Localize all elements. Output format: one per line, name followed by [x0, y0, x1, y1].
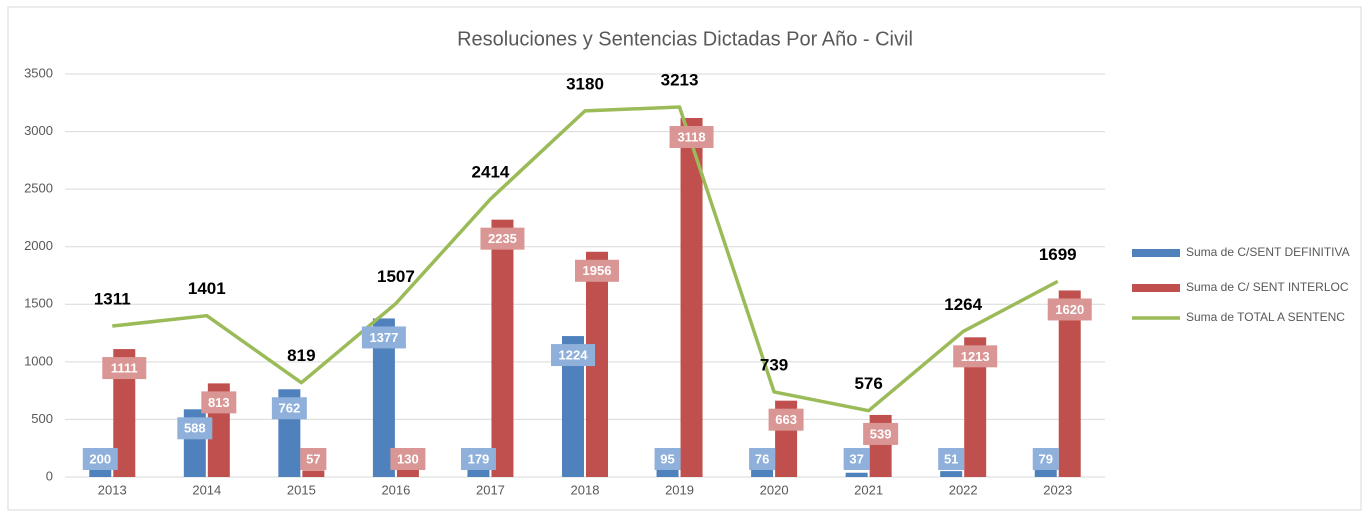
bar [845, 472, 868, 477]
value-label: 51 [944, 451, 958, 466]
bar [302, 470, 325, 477]
value-label: 1956 [583, 263, 612, 278]
value-label-bg [551, 344, 595, 367]
value-label-bg [654, 448, 681, 470]
bar [1034, 467, 1057, 477]
value-label-bg [863, 422, 899, 445]
y-tick-label: 1000 [24, 353, 53, 368]
value-label-bg [361, 326, 406, 349]
legend-swatch [1132, 284, 1180, 292]
value-label: 95 [660, 451, 674, 466]
value-label: 1377 [369, 330, 398, 345]
line-value-label: 1311 [94, 290, 131, 309]
value-label-bg [1032, 448, 1059, 470]
value-label-bg [102, 357, 147, 380]
line-series [112, 105, 1059, 413]
legend-swatch [1132, 249, 1180, 257]
value-label: 200 [89, 451, 111, 466]
value-label: 1620 [1055, 302, 1084, 317]
value-label: 813 [208, 395, 230, 410]
x-tick-label: 2013 [98, 482, 127, 497]
value-label: 3118 [677, 129, 705, 144]
value-label: 76 [755, 451, 769, 466]
x-tick-label: 2023 [1043, 482, 1072, 497]
value-label-bg [938, 448, 965, 470]
value-label-bg [575, 259, 619, 282]
x-tick-label: 2020 [760, 482, 789, 497]
line-value-label: 1264 [944, 295, 982, 314]
value-label: 762 [279, 401, 301, 416]
value-label: 663 [775, 412, 797, 427]
legend-label: Suma de TOTAL A SENTENC [1186, 310, 1345, 324]
value-label-bg [843, 448, 870, 470]
bar [656, 466, 679, 477]
line-value-label: 819 [287, 346, 315, 365]
value-label-bg [271, 397, 307, 420]
y-tick-label: 3000 [24, 123, 53, 138]
value-label-bg [749, 448, 776, 470]
value-label-bg [669, 125, 714, 148]
bar [113, 349, 136, 477]
value-label: 2235 [488, 231, 517, 246]
x-tick-label: 2017 [476, 482, 505, 497]
value-label-bg [460, 448, 496, 470]
bar [562, 336, 584, 477]
y-tick-label: 1500 [24, 296, 53, 311]
bar [940, 471, 963, 477]
value-label-bg [768, 408, 804, 431]
legend-label: Suma de C/ SENT INTERLOC [1186, 280, 1349, 294]
y-tick-label: 3500 [24, 65, 53, 80]
value-label: 79 [1038, 451, 1052, 466]
line-value-label: 1507 [377, 267, 415, 286]
value-label: 130 [397, 451, 419, 466]
bar [372, 318, 395, 477]
x-tick-label: 2014 [192, 482, 221, 497]
value-label-bg [201, 391, 237, 414]
line-value-label: 2414 [472, 163, 510, 182]
value-label: 1213 [961, 349, 990, 364]
value-label: 57 [306, 451, 320, 466]
line-value-label: 3180 [566, 74, 604, 93]
chart-title: Resoluciones y Sentencias Dictadas Por A… [457, 28, 913, 50]
value-label: 1111 [111, 361, 138, 376]
line-value-label: 1699 [1039, 245, 1077, 264]
line-value-label: 3213 [661, 71, 699, 90]
y-tick-label: 500 [31, 411, 53, 426]
value-label: 588 [184, 421, 206, 436]
line-value-label: 1401 [188, 279, 226, 298]
line-value-label: 576 [854, 374, 882, 393]
value-label-bg [1047, 298, 1092, 321]
bar [491, 219, 514, 478]
value-label-bg [390, 448, 426, 470]
value-label: 37 [849, 451, 863, 466]
y-tick-label: 2500 [24, 181, 53, 196]
x-tick-label: 2016 [381, 482, 410, 497]
x-tick-label: 2018 [571, 482, 600, 497]
x-tick-label: 2015 [287, 482, 316, 497]
value-label-bg [480, 227, 525, 250]
bar [1058, 290, 1081, 477]
value-label-bg [953, 345, 998, 368]
value-label: 539 [870, 426, 892, 441]
x-tick-label: 2022 [949, 482, 978, 497]
x-tick-label: 2021 [854, 482, 883, 497]
bar [680, 117, 703, 478]
value-label: 1224 [559, 348, 589, 363]
legend-label: Suma de C/SENT DEFINITIVA [1186, 245, 1350, 259]
line-value-label: 739 [760, 355, 788, 374]
x-tick-label: 2019 [665, 482, 694, 497]
value-label-bg [82, 448, 118, 470]
value-label-bg [177, 417, 213, 440]
value-label: 179 [468, 451, 490, 466]
bar [586, 251, 608, 477]
bar [751, 468, 774, 477]
y-tick-label: 0 [46, 468, 53, 483]
bar [964, 337, 987, 477]
value-label-bg [300, 448, 327, 470]
y-tick-label: 2000 [24, 238, 53, 253]
